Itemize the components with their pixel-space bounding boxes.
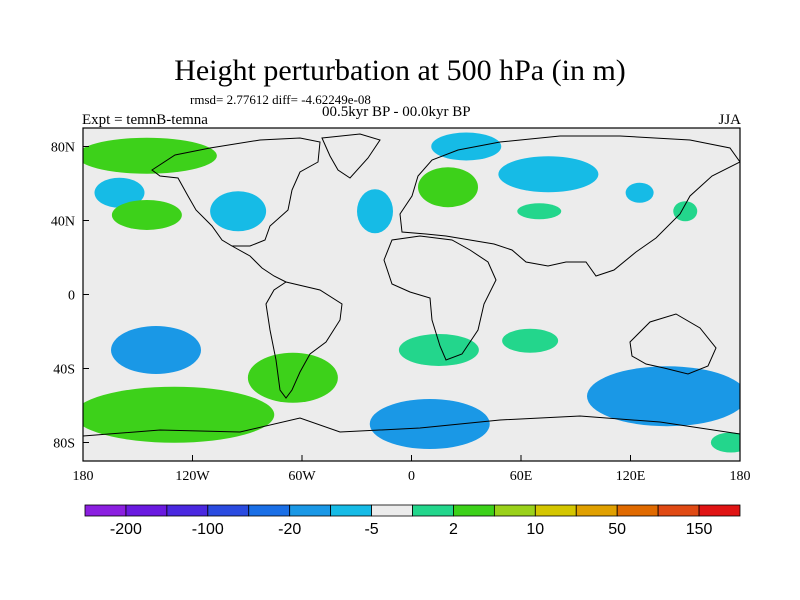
anomaly-south-america-high — [247, 352, 338, 403]
coastlines — [83, 133, 740, 437]
anomaly-central-asia-high — [517, 203, 562, 220]
y-tick-label: 40S — [53, 363, 75, 378]
anomaly-siberia-low — [498, 156, 599, 193]
coast-antarctica — [83, 415, 740, 437]
x-tick-label: 120W — [175, 469, 210, 484]
colorbar-label: -100 — [192, 521, 224, 538]
x-tick-label: 60E — [510, 469, 533, 484]
colorbar-box — [575, 504, 618, 517]
anomaly-south-pacific-low — [111, 326, 201, 374]
colorbar-box — [534, 504, 577, 517]
colorbar-label: -200 — [110, 521, 142, 538]
anomaly-contours — [83, 132, 740, 453]
colorbar-box — [207, 504, 250, 517]
anomaly-north-atlantic-low — [357, 189, 393, 234]
anomaly-antarctic-high — [710, 432, 740, 453]
y-tick-label: 80S — [53, 437, 75, 452]
colorbar-label: 2 — [449, 521, 458, 538]
colorbar-box — [698, 504, 741, 517]
experiment-label: Expt = temnB-temna — [82, 112, 208, 128]
anomaly-indian-ocean-high — [502, 328, 559, 353]
colorbar-box — [289, 504, 332, 517]
season-label: JJA — [718, 112, 741, 128]
axis-ticks: 180 120W 60W 0 60E 120E 180 80N 40N 0 40S 80S — [51, 141, 751, 485]
colorbar-box — [84, 504, 127, 517]
coast-greenland — [321, 133, 381, 179]
x-tick-label: 120E — [616, 469, 646, 484]
x-tick-label: 180 — [73, 469, 94, 484]
anomaly-north-pacific-high — [83, 137, 217, 174]
chart-title: Height perturbation at 500 hPa (in m) — [174, 54, 626, 87]
anomaly-east-asia-low — [625, 182, 654, 203]
colorbar: -200 -100 -20 -5 2 10 50 150 — [84, 504, 741, 538]
x-tick-label: 180 — [730, 469, 751, 484]
x-tick-label: 0 — [408, 469, 415, 484]
anomaly-kamchatka-high — [673, 201, 698, 222]
colorbar-box — [330, 504, 372, 517]
coast-south-america — [265, 281, 343, 399]
coast-north-america — [151, 137, 321, 247]
coast-eurasia — [399, 135, 740, 277]
colorbar-box — [616, 504, 659, 517]
coast-australia — [629, 313, 717, 375]
colorbar-box — [657, 504, 700, 517]
y-tick-label: 80N — [51, 141, 75, 156]
colorbar-box — [453, 504, 495, 517]
anomaly-south-pacific-high — [83, 386, 275, 443]
y-tick-label: 0 — [68, 289, 75, 304]
colorbar-label: -20 — [278, 521, 301, 538]
colorbar-box — [371, 504, 413, 517]
y-tick-label: 40N — [51, 215, 75, 230]
stats-label: rmsd= 2.77612 diff= -4.62249e-08 — [190, 92, 371, 107]
anomaly-north-pacific-low — [94, 177, 145, 208]
anomaly-australia-southern-ocean-low — [587, 366, 740, 427]
anomaly-north-pacific-midlat-high — [111, 199, 182, 230]
colorbar-label: 50 — [608, 521, 626, 538]
anomaly-south-atlantic-high — [398, 334, 479, 366]
colorbar-label: 10 — [526, 521, 544, 538]
colorbar-label: -5 — [364, 521, 378, 538]
colorbar-label: 150 — [686, 521, 713, 538]
colorbar-box — [248, 504, 291, 517]
coast-central-america — [231, 245, 287, 283]
anomaly-north-america-low — [210, 191, 267, 232]
colorbar-box — [493, 504, 536, 517]
colorbar-box — [166, 504, 209, 517]
x-tick-label: 60W — [288, 469, 316, 484]
anomaly-europe-high — [418, 167, 478, 208]
colorbar-box — [412, 504, 454, 517]
colorbar-box — [125, 504, 168, 517]
period-label: 00.5kyr BP - 00.0kyr BP — [322, 104, 471, 120]
coast-africa — [383, 235, 497, 361]
anomaly-southern-ocean-atlantic-low — [369, 399, 490, 449]
